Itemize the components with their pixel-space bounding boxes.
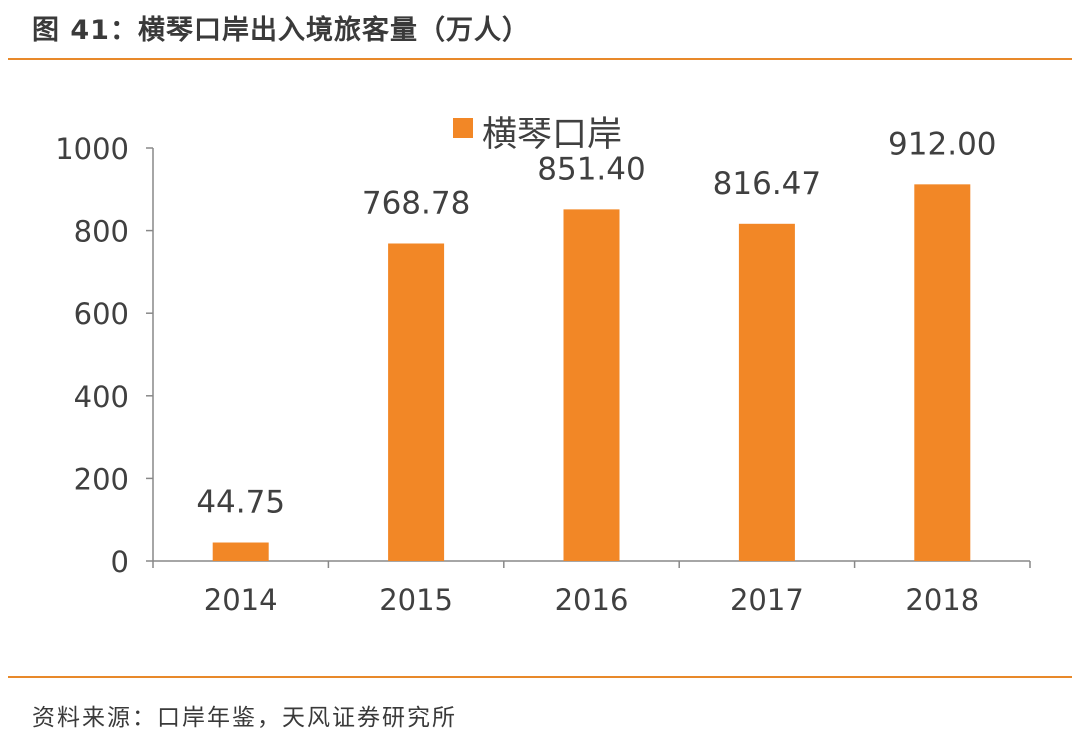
chart-axes: 0 200 400 600 800 1000 2014 2015 2016 2017 2018: [55, 132, 1031, 617]
data-label-2018: 912.00: [888, 126, 996, 162]
legend-swatch: [453, 118, 473, 138]
chart-data-labels: 44.75 768.78 851.40 816.47 912.00: [196, 126, 996, 520]
data-label-2016: 851.40: [537, 151, 645, 187]
y-tick-label: 600: [74, 297, 129, 331]
title-divider: [8, 58, 1072, 60]
x-tick-label-2016: 2016: [555, 583, 629, 617]
bar-2017: [738, 223, 795, 561]
bar-chart: 横琴口岸 0 200 400 600 800 1000 2014 2015 2016 2017 20…: [55, 115, 1031, 617]
data-label-2015: 768.78: [362, 185, 470, 221]
x-tick-label-2015: 2015: [379, 583, 453, 617]
bar-2014: [212, 542, 269, 561]
x-tick-label-2018: 2018: [905, 583, 979, 617]
bar-2016: [563, 209, 620, 561]
source-divider: [8, 676, 1072, 678]
source-note: 资料来源：口岸年鉴，天风证券研究所: [32, 705, 457, 731]
y-tick-label: 0: [111, 545, 129, 579]
x-tick-label-2017: 2017: [730, 583, 804, 617]
bar-2018: [914, 184, 971, 561]
y-tick-label: 400: [74, 380, 129, 414]
y-tick-label: 800: [74, 215, 129, 249]
chart-bars: [212, 184, 971, 561]
y-tick-label: 1000: [55, 132, 129, 166]
data-label-2014: 44.75: [196, 485, 285, 521]
y-tick-label: 200: [74, 462, 129, 496]
bar-2015: [388, 243, 445, 561]
x-tick-label-2014: 2014: [204, 583, 278, 617]
figure-title: 图 41：横琴口岸出入境旅客量（万人）: [32, 15, 530, 46]
data-label-2017: 816.47: [713, 166, 821, 202]
legend-label-series-1: 横琴口岸: [482, 115, 622, 155]
chart-legend: 横琴口岸: [453, 115, 622, 155]
